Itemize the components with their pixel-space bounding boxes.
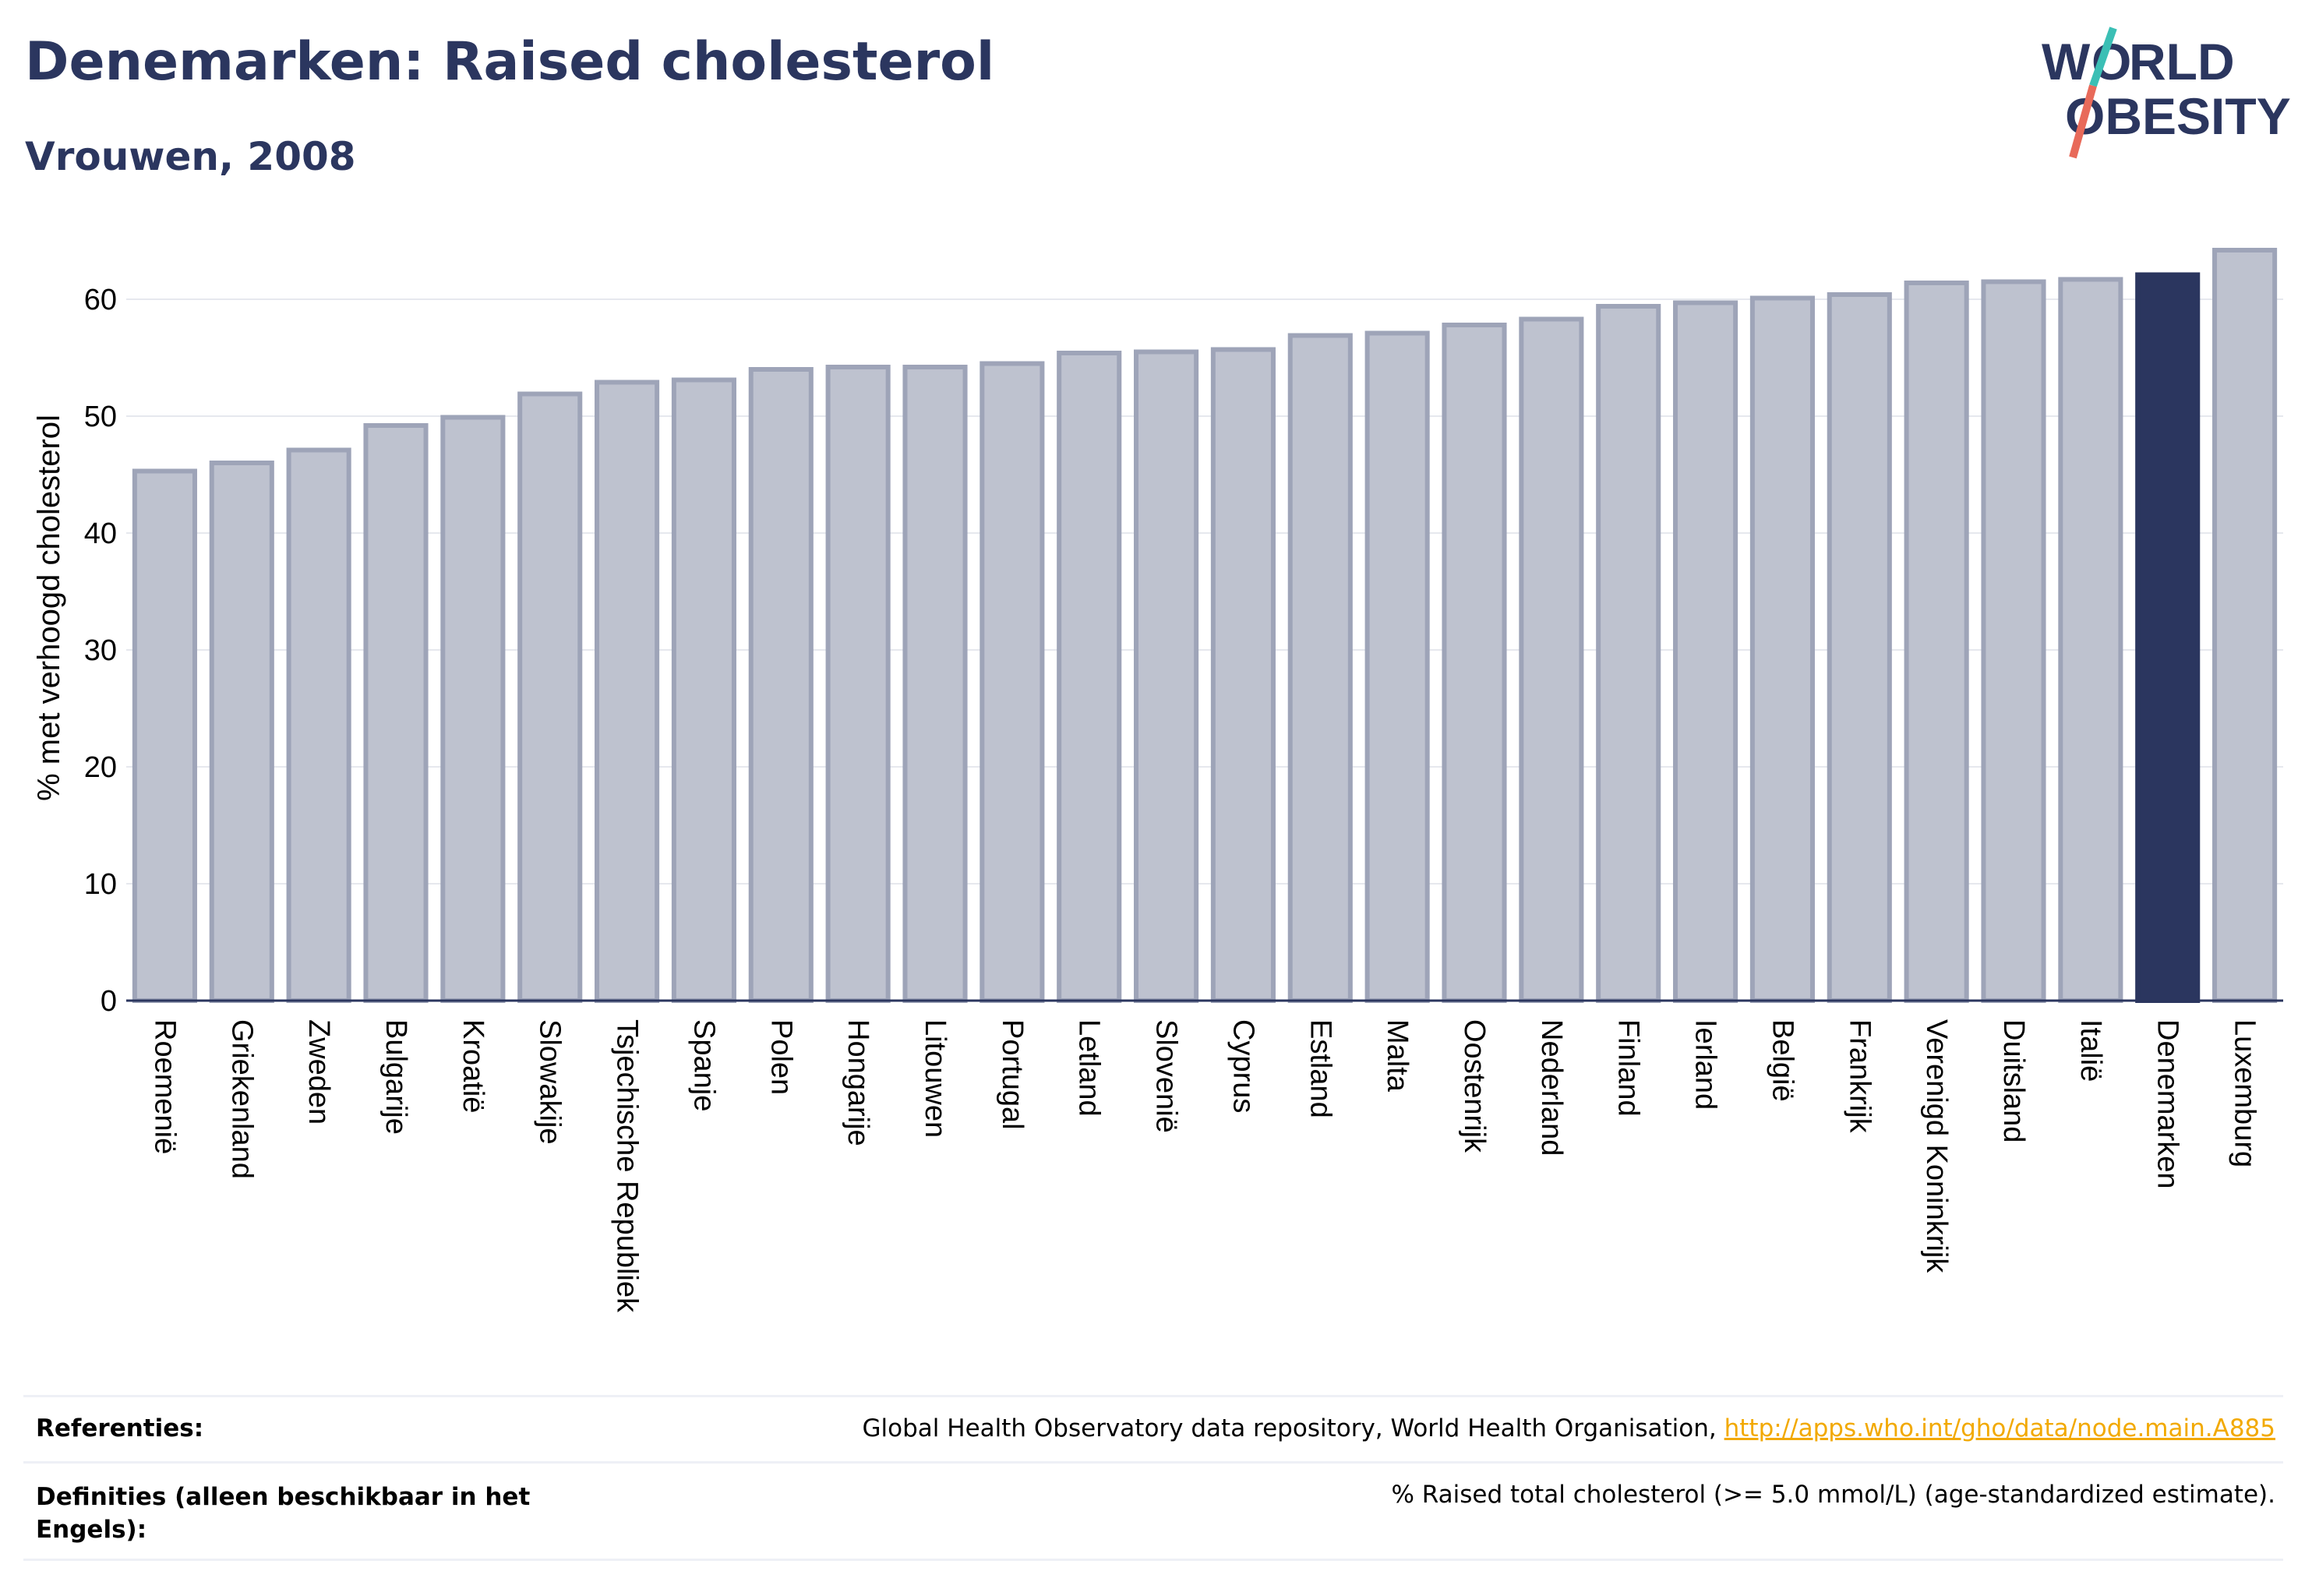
bar-15[interactable]	[1287, 333, 1353, 1003]
bar-chart: 0 10 20 30 40 50 60 Roemenië Griekenland Zweden B…	[32, 248, 2283, 1313]
bar-5[interactable]	[517, 391, 583, 1003]
svg-text:OBESITY: OBESITY	[2065, 87, 2291, 145]
references-link[interactable]: http://apps.who.int/gho/data/node.main.A…	[1724, 1414, 2275, 1442]
x-tick-label: Litouwen	[919, 1019, 951, 1138]
x-tick-label: Griekenland	[225, 1019, 258, 1179]
bar-17[interactable]	[1442, 323, 1507, 1003]
bar-13[interactable]	[1134, 349, 1199, 1003]
y-tick-label: 30	[84, 634, 117, 667]
x-tick-label: Roemenië	[148, 1019, 181, 1154]
svg-text:RLD: RLD	[2129, 33, 2235, 90]
x-tick-label: Finland	[1612, 1019, 1645, 1117]
y-tick-label: 50	[84, 401, 117, 433]
x-tick-label: Verenigd Koninkrijk	[1920, 1019, 1953, 1273]
y-tick-label: 60	[84, 284, 117, 316]
x-tick-label: Frankrijk	[1843, 1019, 1876, 1134]
references-row: Referenties: Global Health Observatory d…	[23, 1395, 2283, 1461]
bar-0[interactable]	[132, 468, 197, 1003]
y-axis-label: % met verhoogd cholesterol	[32, 415, 66, 801]
x-tick-label: Bulgarije	[379, 1019, 412, 1135]
bar-12[interactable]	[1057, 351, 1122, 1003]
bar-3[interactable]	[363, 423, 429, 1003]
x-tick-label: België	[1766, 1019, 1798, 1102]
y-axis-ticks: 0 10 20 30 40 50 60	[84, 284, 117, 1018]
bar-4[interactable]	[440, 415, 506, 1003]
page-title: Denemarken: Raised cholesterol	[25, 31, 995, 93]
y-tick-label: 40	[84, 517, 117, 550]
x-tick-label: Hongarije	[842, 1019, 874, 1146]
x-tick-label: Oostenrijk	[1458, 1019, 1491, 1153]
bars	[132, 248, 2278, 1003]
bar-21[interactable]	[1749, 295, 1815, 1003]
bar-16[interactable]	[1364, 330, 1430, 1003]
bar-25[interactable]	[2058, 277, 2123, 1003]
x-axis-labels: Roemenië Griekenland Zweden Bulgarije Kroati…	[148, 1019, 2261, 1313]
x-tick-label: Duitsland	[1997, 1019, 2030, 1142]
x-tick-label: Nederland	[1535, 1019, 1568, 1156]
y-tick-label: 0	[101, 985, 117, 1018]
bar-24[interactable]	[1981, 279, 2046, 1003]
bar-6[interactable]	[595, 380, 660, 1003]
bar-7[interactable]	[671, 377, 736, 1003]
x-tick-label: Denemarken	[2151, 1019, 2184, 1189]
definitions-row: Definities (alleen beschikbaar in het En…	[23, 1461, 2283, 1561]
bar-27[interactable]	[2212, 248, 2278, 1003]
x-tick-label: Estland	[1304, 1019, 1336, 1118]
y-tick-label: 20	[84, 751, 117, 784]
y-tick-label: 10	[84, 868, 117, 901]
bar-18[interactable]	[1519, 316, 1584, 1003]
definitions-label: Definities (alleen beschikbaar in het En…	[36, 1483, 531, 1544]
bar-22[interactable]	[1827, 292, 1892, 1003]
x-tick-label: Ierland	[1689, 1019, 1722, 1110]
bar-2[interactable]	[286, 447, 351, 1003]
bar-23[interactable]	[1904, 281, 1969, 1003]
x-tick-label: Luxemburg	[2229, 1019, 2261, 1167]
world-obesity-logo: W O RLD OBESITY	[2042, 26, 2291, 159]
x-tick-label: Letland	[1073, 1019, 1106, 1117]
x-tick-label: Tsjechische Republiek	[611, 1019, 644, 1313]
x-tick-label: Spanje	[687, 1019, 720, 1111]
bar-26[interactable]	[2135, 272, 2201, 1003]
definitions-value: % Raised total cholesterol (>= 5.0 mmol/…	[1391, 1481, 2275, 1509]
x-tick-label: Portugal	[996, 1019, 1029, 1130]
bar-14[interactable]	[1210, 347, 1276, 1003]
bar-20[interactable]	[1673, 300, 1738, 1003]
bar-19[interactable]	[1596, 304, 1661, 1003]
references-table: Referenties: Global Health Observatory d…	[23, 1395, 2283, 1561]
x-tick-label: Kroatië	[457, 1019, 489, 1113]
x-tick-label: Slovenië	[1150, 1019, 1183, 1133]
references-label: Referenties:	[36, 1414, 204, 1442]
x-tick-label: Zweden	[302, 1019, 335, 1125]
x-tick-label: Polen	[764, 1019, 797, 1095]
bar-9[interactable]	[825, 365, 891, 1003]
bar-10[interactable]	[902, 365, 968, 1003]
bar-8[interactable]	[748, 367, 814, 1003]
page-subtitle: Vrouwen, 2008	[25, 134, 356, 179]
svg-text:W: W	[2042, 33, 2091, 90]
x-tick-label: Italië	[2074, 1019, 2107, 1082]
x-tick-label: Malta	[1381, 1019, 1414, 1093]
bar-1[interactable]	[209, 461, 274, 1003]
x-tick-label: Cyprus	[1227, 1019, 1259, 1113]
x-tick-label: Slowakije	[534, 1019, 567, 1145]
bar-11[interactable]	[980, 361, 1045, 1003]
references-value: Global Health Observatory data repositor…	[863, 1414, 2275, 1442]
references-text: Global Health Observatory data repositor…	[862, 1414, 1724, 1442]
